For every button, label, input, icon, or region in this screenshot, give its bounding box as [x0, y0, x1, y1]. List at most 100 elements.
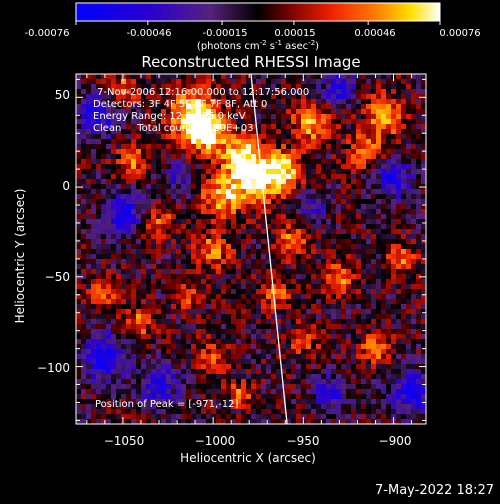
heatmap-cell: [321, 79, 326, 84]
heatmap-cell: [226, 169, 231, 174]
heatmap-cell: [161, 289, 166, 294]
heatmap-cell: [386, 139, 391, 144]
heatmap-cell: [376, 219, 381, 224]
heatmap-cell: [161, 334, 166, 339]
heatmap-cell: [106, 344, 111, 349]
heatmap-cell: [291, 269, 296, 274]
heatmap-cell: [346, 264, 351, 269]
heatmap-cell: [281, 299, 286, 304]
heatmap-cell: [296, 379, 301, 384]
heatmap-cell: [81, 324, 86, 329]
heatmap-cell: [361, 374, 366, 379]
heatmap-cell: [346, 289, 351, 294]
heatmap-cell: [396, 179, 401, 184]
heatmap-cell: [381, 279, 386, 284]
heatmap-cell: [341, 249, 346, 254]
heatmap-cell: [271, 409, 276, 414]
heatmap-cell: [316, 159, 321, 164]
heatmap-cell: [386, 259, 391, 264]
heatmap-cell: [101, 189, 106, 194]
heatmap-cell: [211, 389, 216, 394]
heatmap-cell: [281, 194, 286, 199]
heatmap-cell: [76, 289, 81, 294]
heatmap-cell: [366, 219, 371, 224]
heatmap-cell: [81, 84, 86, 89]
heatmap-cell: [76, 89, 81, 94]
heatmap-cell: [401, 344, 406, 349]
heatmap-cell: [326, 314, 331, 319]
heatmap-cell: [276, 164, 281, 169]
heatmap-cell: [196, 299, 201, 304]
heatmap-cell: [81, 149, 86, 154]
heatmap-cell: [296, 149, 301, 154]
heatmap-cell: [241, 164, 246, 169]
heatmap-cell: [296, 294, 301, 299]
heatmap-cell: [356, 79, 361, 84]
heatmap-cell: [406, 269, 411, 274]
heatmap-cell: [246, 384, 251, 389]
heatmap-cell: [321, 249, 326, 254]
heatmap-cell: [116, 314, 121, 319]
heatmap-cell: [326, 389, 331, 394]
heatmap-cell: [391, 394, 396, 399]
heatmap-cell: [126, 299, 131, 304]
heatmap-cell: [401, 374, 406, 379]
heatmap-cell: [271, 374, 276, 379]
heatmap-cell: [351, 174, 356, 179]
heatmap-cell: [196, 174, 201, 179]
heatmap-cell: [311, 269, 316, 274]
heatmap-cell: [161, 144, 166, 149]
heatmap-cell: [371, 84, 376, 89]
heatmap-cell: [176, 364, 181, 369]
heatmap-cell: [321, 244, 326, 249]
heatmap-cell: [386, 174, 391, 179]
heatmap-cell: [306, 364, 311, 369]
heatmap-cell: [406, 399, 411, 404]
heatmap-cell: [231, 74, 236, 79]
heatmap-cell: [91, 379, 96, 384]
heatmap-cell: [321, 109, 326, 114]
heatmap-cell: [81, 334, 86, 339]
heatmap-cell: [301, 359, 306, 364]
heatmap-cell: [336, 299, 341, 304]
heatmap-cell: [411, 389, 416, 394]
heatmap-cell: [196, 264, 201, 269]
heatmap-cell: [116, 204, 121, 209]
heatmap-cell: [296, 309, 301, 314]
heatmap-cell: [366, 174, 371, 179]
heatmap-cell: [206, 134, 211, 139]
heatmap-cell: [156, 354, 161, 359]
heatmap-cell: [126, 239, 131, 244]
heatmap-cell: [356, 314, 361, 319]
heatmap-cell: [316, 174, 321, 179]
heatmap-cell: [136, 319, 141, 324]
heatmap-cell: [401, 159, 406, 164]
heatmap-cell: [226, 194, 231, 199]
heatmap-cell: [126, 354, 131, 359]
heatmap-cell: [256, 229, 261, 234]
heatmap-cell: [341, 309, 346, 314]
heatmap-cell: [401, 284, 406, 289]
heatmap-cell: [366, 134, 371, 139]
heatmap-cell: [271, 344, 276, 349]
heatmap-cell: [141, 414, 146, 419]
heatmap-cell: [271, 219, 276, 224]
heatmap-cell: [206, 74, 211, 79]
heatmap-cell: [136, 204, 141, 209]
heatmap-cell: [306, 274, 311, 279]
heatmap-cell: [411, 349, 416, 354]
heatmap-cell: [221, 309, 226, 314]
heatmap-cell: [321, 394, 326, 399]
heatmap-cell: [266, 184, 271, 189]
heatmap-cell: [181, 334, 186, 339]
heatmap-cell: [376, 74, 381, 79]
heatmap-cell: [296, 159, 301, 164]
heatmap-cell: [361, 139, 366, 144]
heatmap-cell: [281, 234, 286, 239]
heatmap-cell: [251, 324, 256, 329]
heatmap-cell: [411, 164, 416, 169]
heatmap-cell: [271, 364, 276, 369]
heatmap-cell: [221, 229, 226, 234]
heatmap-cell: [376, 269, 381, 274]
heatmap-cell: [306, 74, 311, 79]
